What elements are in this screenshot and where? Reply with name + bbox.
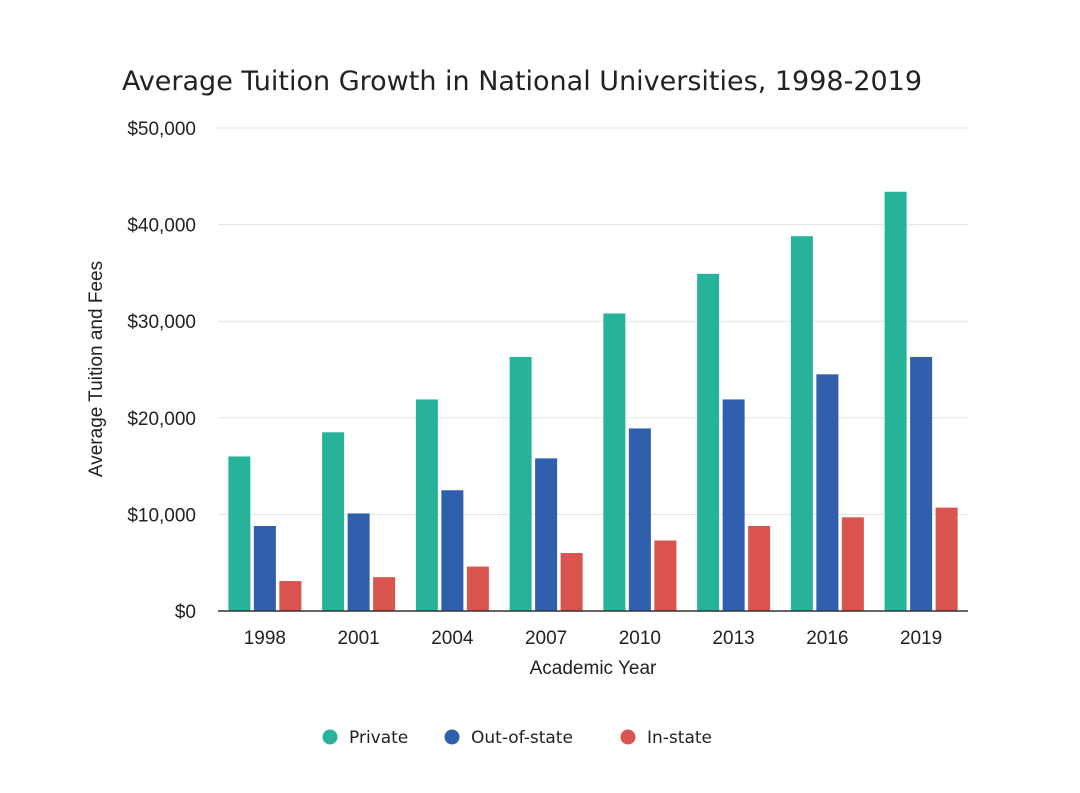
bar-private: [228, 456, 251, 611]
x-axis-label: Academic Year: [530, 658, 657, 679]
bar-out-of-state: [816, 374, 839, 611]
bar-private: [790, 236, 813, 611]
x-tick-label: 2016: [806, 628, 848, 649]
y-tick-label: $50,000: [127, 119, 196, 140]
bar-in-state: [748, 525, 771, 611]
legend-swatch: [444, 729, 460, 745]
x-axis-ticks: 1998 2001 2004 2007 2010 2013 2016 2019: [244, 628, 943, 649]
legend-swatch: [620, 729, 636, 745]
bar-in-state: [279, 581, 302, 611]
bar-in-state: [373, 577, 396, 611]
bar-out-of-state: [535, 458, 558, 611]
bar-private: [415, 399, 438, 611]
bar-out-of-state: [253, 525, 276, 611]
y-tick-label: $0: [175, 602, 196, 623]
legend-label: In-state: [647, 728, 712, 748]
bar-private: [603, 313, 626, 611]
y-axis-label: Average Tuition and Fees: [86, 261, 107, 477]
bar-private: [509, 356, 532, 611]
bar-in-state: [935, 507, 958, 611]
bar-in-state: [466, 566, 489, 611]
y-tick-label: $20,000: [127, 409, 196, 430]
bar-out-of-state: [441, 490, 464, 611]
x-tick-label: 2004: [431, 628, 474, 649]
y-tick-label: $40,000: [127, 216, 196, 237]
bar-in-state: [654, 540, 677, 611]
x-tick-label: 2001: [337, 628, 379, 649]
bar-private: [322, 432, 345, 611]
y-tick-label: $30,000: [127, 312, 196, 333]
grid-layer: [218, 127, 968, 515]
x-tick-label: 2013: [712, 628, 754, 649]
y-axis-ticks: $0 $10,000 $20,000 $30,000 $40,000 $50,000: [127, 119, 196, 623]
bar-private: [884, 191, 907, 612]
legend-label: Private: [349, 728, 408, 748]
y-tick-label: $10,000: [127, 505, 196, 526]
bar-in-state: [841, 517, 864, 611]
bar-private: [697, 273, 720, 611]
x-tick-label: 2010: [619, 628, 661, 649]
chart-title: Average Tuition Growth in National Unive…: [122, 66, 922, 97]
legend-label: Out-of-state: [471, 728, 573, 748]
x-tick-label: 1998: [244, 628, 286, 649]
bar-in-state: [560, 553, 583, 611]
bar-out-of-state: [910, 356, 933, 611]
bar-out-of-state: [628, 428, 651, 611]
legend: Private Out-of-state In-state: [322, 728, 712, 748]
x-tick-label: 2007: [525, 628, 567, 649]
x-tick-label: 2019: [900, 628, 942, 649]
legend-swatch: [322, 729, 338, 745]
bars: [228, 191, 958, 612]
bar-out-of-state: [722, 399, 745, 611]
bar-out-of-state: [347, 513, 370, 611]
